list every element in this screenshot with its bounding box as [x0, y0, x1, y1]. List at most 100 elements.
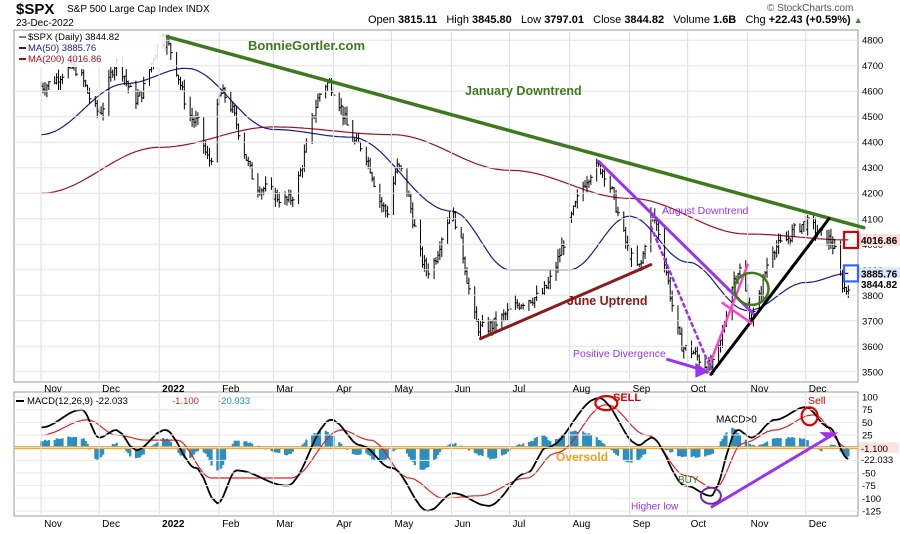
histogram-bar	[369, 447, 372, 456]
histogram-bar	[736, 433, 740, 448]
august-downtrend-line	[597, 159, 757, 318]
histogram-bar	[136, 447, 140, 458]
chart-date: 23-Dec-2022	[16, 18, 74, 29]
histogram-bar	[235, 440, 238, 448]
histogram-bar	[709, 447, 713, 455]
copyright: © StockCharts.com	[767, 3, 854, 14]
histogram-bar	[791, 437, 794, 448]
histogram-bar	[576, 431, 579, 448]
magenta-line-2-line	[721, 301, 753, 325]
histogram-bar	[163, 439, 167, 448]
histogram-bar	[719, 441, 722, 448]
histogram-bar	[735, 429, 738, 448]
june-uptrend-label: June Uptrend	[567, 294, 648, 308]
histogram-bar	[115, 442, 118, 448]
histogram-bar	[584, 433, 587, 448]
close-value-tag: 3844.82	[861, 280, 898, 291]
sell-circle	[594, 395, 619, 412]
price-y-tick-label: 4400	[862, 138, 883, 149]
histogram-bar	[847, 447, 850, 457]
price-x-tick-label: Mar	[276, 384, 294, 395]
histogram-bar	[111, 444, 114, 448]
histogram-bar	[127, 447, 130, 454]
close-value: 3844.82	[624, 14, 665, 26]
histogram-bar	[270, 447, 273, 452]
histogram-bar	[487, 447, 490, 458]
histogram-bar	[744, 439, 747, 448]
chg-value: +22.43 (+0.59%)	[768, 14, 851, 26]
histogram-bar	[113, 444, 116, 448]
signal-value-tag: -1.100	[861, 444, 888, 455]
histogram-bar	[326, 431, 329, 448]
histogram-bar	[140, 447, 143, 456]
histogram-bar	[760, 444, 763, 448]
macd-panel	[13, 391, 859, 517]
histogram-bar	[59, 438, 62, 448]
histogram-bar	[330, 435, 333, 448]
histogram-bar	[613, 447, 616, 453]
ma50-line	[41, 67, 849, 312]
histogram-bar	[427, 447, 430, 468]
histogram-bar	[764, 442, 767, 448]
histogram-bar	[378, 447, 382, 462]
histogram-bar	[43, 439, 47, 448]
histogram-bar	[129, 447, 132, 457]
histogram-bar	[506, 447, 509, 452]
histogram-bar	[285, 447, 289, 456]
histogram-bar	[94, 447, 97, 459]
macd-y-tick-label: 75	[862, 405, 873, 416]
histogram-bar	[622, 447, 625, 461]
histogram-bar	[359, 447, 362, 455]
histogram-bar	[193, 447, 196, 455]
price-x-tick-label: Aug	[573, 384, 591, 395]
ma50-legend-label: MA(50) 3885.76	[28, 43, 96, 54]
histogram-bar	[477, 447, 480, 456]
histogram-bar	[500, 447, 504, 456]
histogram-bar	[541, 435, 544, 448]
axes: Nov Nov Dec Dec 2022 2022 Feb Feb Mar Mar Apr Apr Ma…	[14, 30, 883, 530]
high-label: High	[446, 14, 469, 26]
histogram-bar	[522, 443, 525, 448]
price-x-tick-label: Jul	[513, 384, 526, 395]
histogram-bar	[582, 431, 585, 448]
histogram-bar	[454, 443, 457, 448]
magenta-line-1-line	[709, 263, 749, 363]
histogram-bar	[74, 436, 78, 448]
price-y-tick-label: 4600	[862, 87, 883, 98]
histogram-bar	[84, 440, 87, 448]
histogram-bar	[574, 430, 577, 448]
histogram-bar	[71, 437, 74, 448]
volume-label: Volume	[673, 14, 710, 26]
histogram-bar	[194, 447, 198, 452]
histogram-bar	[676, 447, 680, 457]
histogram-bar	[777, 438, 780, 448]
low-value: 3797.01	[544, 14, 584, 26]
price-frame	[13, 29, 859, 383]
histogram-bar	[421, 447, 424, 470]
positive-divergence-line	[649, 225, 713, 371]
histogram-bar	[570, 431, 573, 448]
macd-y-tick-label: 50	[862, 418, 873, 429]
histogram-bar	[82, 438, 85, 448]
histogram-bar	[845, 447, 848, 457]
histogram-bar	[504, 447, 507, 455]
histogram-bar	[518, 444, 521, 448]
histogram-bar	[707, 447, 711, 456]
hist-legend-label: -20.933	[218, 396, 250, 407]
histogram-bar	[411, 447, 414, 462]
histogram-bar	[626, 447, 629, 463]
histogram-bar	[305, 439, 308, 448]
histogram-bar	[284, 447, 287, 456]
histogram-bar	[86, 444, 89, 448]
histogram-bar	[287, 447, 291, 455]
histogram-bar	[233, 440, 236, 448]
histogram-bar	[547, 440, 550, 448]
macd-x-tick-label: Jul	[513, 519, 526, 530]
histogram-bar	[527, 441, 531, 448]
histogram-bar	[638, 447, 641, 460]
histogram-bar	[473, 447, 476, 453]
histogram-bar	[706, 447, 709, 456]
january-downtrend-label: January Downtrend	[465, 84, 582, 98]
histogram-bar	[303, 442, 306, 448]
histogram-bar	[549, 441, 552, 448]
